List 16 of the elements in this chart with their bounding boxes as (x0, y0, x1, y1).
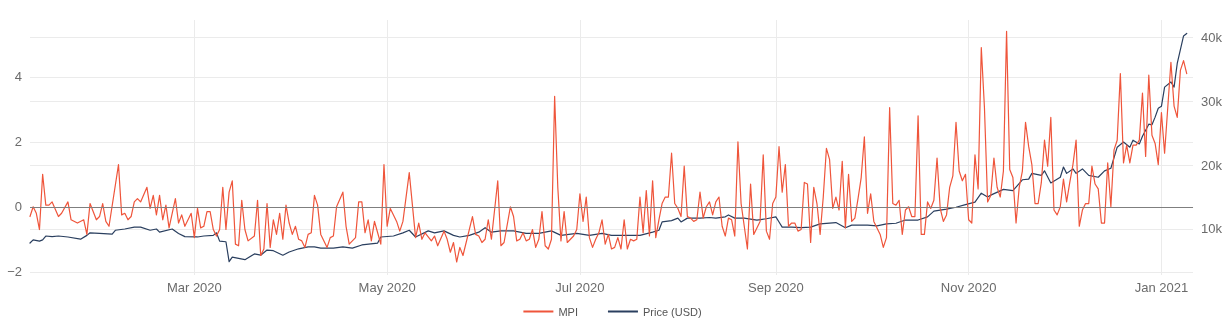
legend-label: Price (USD) (642, 305, 702, 318)
y2-tick-label: 10k (1201, 221, 1223, 237)
y-tick-label: 0 (14, 199, 22, 215)
x-tick-label: Jan 2021 (1134, 280, 1189, 295)
x-tick-label: May 2020 (358, 280, 416, 295)
y-tick-label: 4 (14, 69, 22, 85)
x-tick-label: Jul 2020 (555, 280, 605, 295)
x-tick-label: Mar 2020 (166, 280, 222, 295)
y-tick-label: −2 (7, 264, 22, 280)
y2-tick-label: 40k (1201, 29, 1223, 45)
y-tick-label: 2 (14, 134, 22, 150)
x-tick-label: Sep 2020 (748, 280, 804, 295)
y2-tick-label: 20k (1201, 157, 1223, 173)
x-tick-label: Nov 2020 (940, 280, 997, 295)
legend-label: MPI (558, 305, 578, 318)
y2-tick-label: 30k (1201, 93, 1223, 109)
